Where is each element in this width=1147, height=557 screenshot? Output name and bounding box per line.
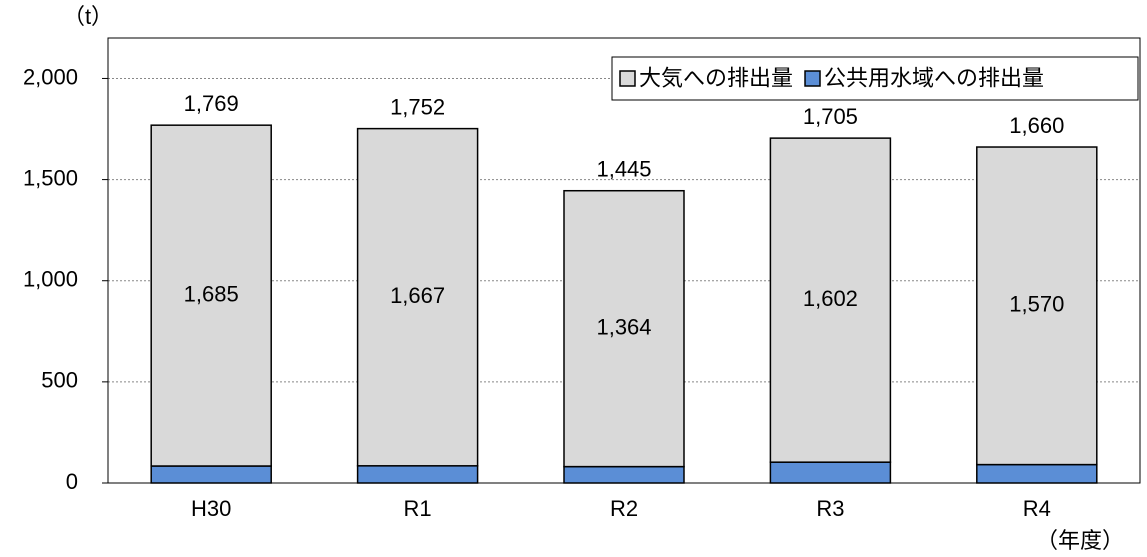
- bar-segment: [356, 465, 479, 484]
- legend-swatch: [619, 70, 636, 87]
- bar-segment: [769, 461, 892, 484]
- bar-segment: [769, 137, 892, 463]
- bar-segment: [150, 124, 272, 467]
- x-axis-label: （年度）: [1036, 528, 1124, 553]
- legend-box: [611, 56, 1139, 101]
- legend-label: 大気への排出量: [639, 65, 793, 90]
- x-tick-label: R3: [816, 496, 844, 521]
- bar-segment: [976, 463, 1098, 484]
- x-tick-label: R4: [1023, 496, 1051, 521]
- bar-segment: [563, 465, 685, 484]
- data-label: 1,667: [390, 283, 445, 308]
- total-label: 1,660: [1009, 113, 1064, 138]
- x-tick-label: R2: [610, 496, 638, 521]
- data-label: 1,602: [803, 286, 858, 311]
- bar-segment: [150, 465, 272, 484]
- total-label: 1,769: [184, 91, 239, 116]
- total-label: 1,445: [596, 157, 651, 182]
- bar-segment: [563, 189, 685, 468]
- total-label: 1,752: [390, 94, 445, 119]
- legend-swatch: [804, 70, 821, 87]
- y-tick-label: 0: [66, 469, 78, 494]
- data-label: 1,364: [596, 314, 651, 339]
- y-tick-label: 1,000: [23, 267, 78, 292]
- bar-segment: [976, 146, 1098, 466]
- data-label: 1,570: [1009, 292, 1064, 317]
- y-tick-label: 2,000: [23, 64, 78, 89]
- x-tick-label: R1: [404, 496, 432, 521]
- data-label: 1,685: [184, 281, 239, 306]
- legend-label: 公共用水域への排出量: [824, 65, 1044, 90]
- y-tick-label: 1,500: [23, 165, 78, 190]
- bar-segment: [356, 127, 479, 467]
- total-label: 1,705: [803, 104, 858, 129]
- x-tick-label: H30: [191, 496, 231, 521]
- y-tick-label: 500: [41, 368, 78, 393]
- y-axis-label: （t）: [63, 4, 113, 29]
